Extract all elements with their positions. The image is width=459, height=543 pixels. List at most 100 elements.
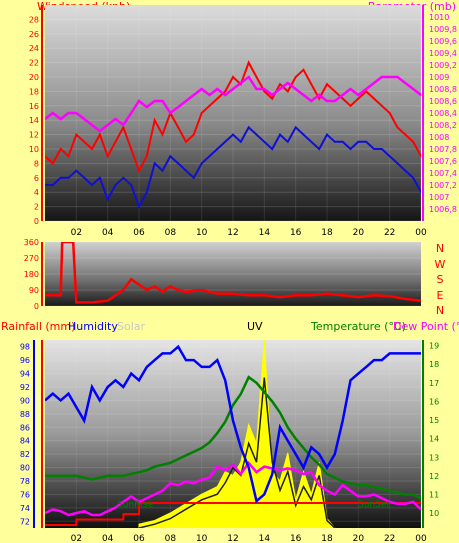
y2-tick-label: 15 <box>429 416 439 425</box>
x-tick-label: 04 <box>102 534 114 543</box>
point-gust <box>341 97 344 100</box>
y2-tick-label: 18 <box>429 360 439 369</box>
point-barometer <box>208 94 211 96</box>
x-tick-label: 12 <box>227 534 238 543</box>
point-barometer <box>200 88 203 90</box>
point-average <box>153 162 156 165</box>
point-average <box>310 141 313 143</box>
point-barometer <box>255 88 258 90</box>
y-tick-label: 180 <box>24 270 39 279</box>
x-tick-label: 06 <box>133 534 145 543</box>
point-average <box>67 177 70 179</box>
x-tick-label: 16 <box>290 534 302 543</box>
point-gust <box>185 141 187 143</box>
point-barometer <box>302 94 305 96</box>
point-barometer <box>67 112 70 114</box>
y-tick-label: 28 <box>29 15 39 24</box>
point-gust <box>279 83 281 85</box>
x-tick-label: 20 <box>353 534 365 543</box>
point-average <box>247 126 250 129</box>
point-average <box>193 177 195 179</box>
point-gust <box>130 148 132 150</box>
point-average <box>59 177 62 179</box>
point-barometer <box>106 124 109 126</box>
y-tick-label: 14 <box>29 116 39 125</box>
series-dew_point <box>45 460 421 517</box>
y2-tick-label: 1009,6 <box>429 37 457 46</box>
y-tick-label: 12 <box>29 131 39 140</box>
x-tick-label: 08 <box>165 228 177 238</box>
point-average <box>75 169 78 172</box>
point-average <box>200 162 203 165</box>
point-barometer <box>122 124 125 126</box>
point-average <box>381 148 383 150</box>
point-gust <box>357 97 360 100</box>
point-barometer <box>216 88 219 90</box>
point-barometer <box>310 100 313 102</box>
point-gust <box>83 141 85 143</box>
x-tick-label: 18 <box>321 534 333 543</box>
y2-tick-label: 1007,2 <box>429 181 457 190</box>
point-gust <box>216 97 219 100</box>
point-barometer <box>279 88 281 90</box>
y2-tick-label: 1008,4 <box>429 109 457 118</box>
point-gust <box>75 133 78 136</box>
y-tick-label: 86 <box>20 423 30 432</box>
point-average <box>412 177 414 179</box>
point-average <box>232 133 234 136</box>
point-average <box>83 177 85 179</box>
y-tick-label: 78 <box>20 477 30 486</box>
y2-tick-label: 11 <box>429 490 439 499</box>
y-tick-label: 90 <box>20 396 30 405</box>
point-average <box>169 155 172 157</box>
point-gust <box>52 162 54 165</box>
y2-tick-label: 1008,8 <box>429 85 457 94</box>
point-barometer <box>287 82 289 84</box>
y2-tick-label: 12 <box>429 472 439 481</box>
y-tick-label: 72 <box>20 517 30 526</box>
point-average <box>279 133 281 136</box>
point-barometer <box>59 118 62 120</box>
y-tick-label: 8 <box>34 159 39 168</box>
point-average <box>114 184 117 186</box>
y-tick-label: 80 <box>20 464 30 473</box>
y-tick-label: 20 <box>29 73 39 82</box>
x-tick-label: 00 <box>415 228 427 238</box>
point-average <box>404 169 407 172</box>
y-tick-label: 82 <box>20 450 30 459</box>
point-average <box>106 198 109 201</box>
point-average <box>318 148 320 150</box>
compass-e: E <box>436 288 444 302</box>
point-average <box>388 155 391 157</box>
point-gust <box>138 169 140 172</box>
y2-tick-label: 19 <box>429 342 439 351</box>
point-average <box>99 177 101 179</box>
x-tick-label: 00 <box>415 534 427 543</box>
point-gust <box>177 126 179 129</box>
point-gust <box>287 90 289 93</box>
point-average <box>287 141 289 143</box>
y2-tick-label: 1009 <box>429 73 449 82</box>
point-average <box>326 133 328 136</box>
point-barometer <box>412 88 414 90</box>
point-barometer <box>138 100 140 102</box>
y2-tick-label: 1008,6 <box>429 97 457 106</box>
series-direction <box>45 242 421 304</box>
point-average <box>271 148 273 150</box>
y2-tick-label: 14 <box>429 435 439 444</box>
point-average <box>161 169 164 172</box>
point-average <box>365 141 367 143</box>
point-barometer <box>114 118 117 120</box>
temperature-label: Temperature (°C) <box>311 320 406 333</box>
point-gust <box>420 155 421 157</box>
point-average <box>146 191 148 193</box>
y2-tick-label: 10 <box>429 509 439 518</box>
x-tick-label: 22 <box>384 228 395 238</box>
y-tick-label: 76 <box>20 490 30 499</box>
point-average <box>45 184 46 186</box>
y-tick-label: 98 <box>20 343 30 352</box>
point-barometer <box>130 112 132 114</box>
compass-n-top: N <box>435 242 445 255</box>
point-average <box>302 133 305 136</box>
